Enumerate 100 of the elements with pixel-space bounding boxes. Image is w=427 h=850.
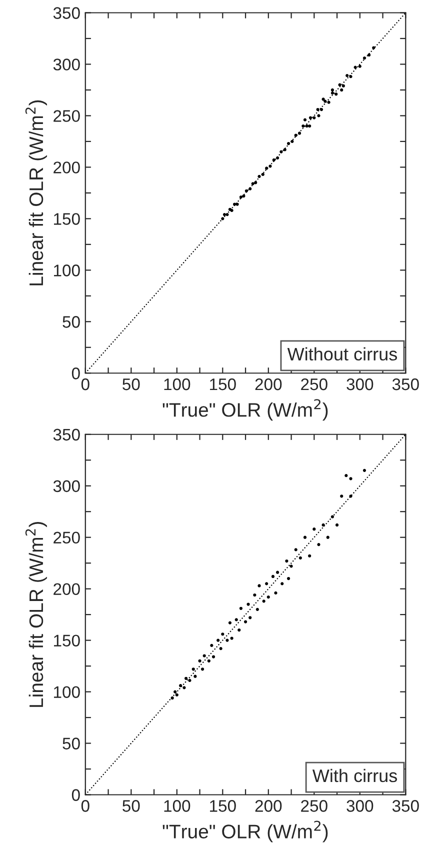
annotation: Without cirrus xyxy=(287,347,397,361)
x-tick-label: 0 xyxy=(81,378,90,390)
point xyxy=(276,156,280,160)
point xyxy=(258,174,261,178)
y-tick-label: 0 xyxy=(72,789,80,801)
point xyxy=(207,659,210,662)
y-tick-label: 0 xyxy=(72,368,80,380)
x-tick-label: 200 xyxy=(255,800,282,812)
point xyxy=(246,602,250,606)
point xyxy=(308,116,312,120)
point xyxy=(358,64,362,68)
point xyxy=(202,654,206,658)
x-tick-label: 250 xyxy=(301,800,328,812)
point xyxy=(179,684,182,688)
point xyxy=(324,100,327,103)
x-tick-label: 350 xyxy=(392,378,419,390)
x-tick-label: 50 xyxy=(122,800,140,812)
x-tick-label: 100 xyxy=(164,800,190,812)
point xyxy=(362,56,366,60)
point xyxy=(222,213,226,216)
y-tick-label: 150 xyxy=(54,213,80,225)
point xyxy=(230,636,234,640)
point xyxy=(232,202,236,206)
point xyxy=(285,559,288,563)
point xyxy=(272,158,276,162)
y-tick-label: 250 xyxy=(54,532,80,544)
point xyxy=(330,92,334,95)
point xyxy=(349,477,352,480)
x-tick-label: 200 xyxy=(255,378,282,390)
point xyxy=(234,618,238,622)
point xyxy=(298,132,302,135)
y-tick-label: 100 xyxy=(54,264,80,276)
point xyxy=(265,166,268,170)
point xyxy=(342,84,345,88)
point xyxy=(242,194,246,198)
point xyxy=(266,596,270,599)
point xyxy=(271,574,275,578)
point xyxy=(170,696,174,700)
point xyxy=(280,582,284,586)
point xyxy=(308,124,312,128)
point xyxy=(254,181,258,184)
point xyxy=(253,593,256,597)
point xyxy=(338,83,342,86)
point xyxy=(330,515,334,518)
x-tick-label: 300 xyxy=(346,378,374,390)
y-tick-label: 350 xyxy=(53,7,80,19)
point xyxy=(244,189,248,192)
y-tick-label: 200 xyxy=(54,583,80,596)
point xyxy=(216,638,220,642)
point xyxy=(236,202,239,206)
point xyxy=(286,576,290,580)
point xyxy=(334,92,338,96)
point xyxy=(238,628,241,632)
y-tick-label: 350 xyxy=(53,428,80,441)
point xyxy=(294,134,298,137)
point xyxy=(262,600,266,603)
y-tick-label: 50 xyxy=(62,316,80,328)
point xyxy=(184,676,188,680)
point xyxy=(367,53,371,57)
point xyxy=(317,543,320,546)
point xyxy=(219,646,222,650)
point xyxy=(326,536,330,539)
point xyxy=(239,196,243,199)
y-tick-label: 100 xyxy=(54,686,80,698)
point xyxy=(283,148,286,152)
y-axis-title: Linear fit OLR (W/m$^{2}$) xyxy=(25,522,47,707)
annotation: With cirrus xyxy=(312,768,397,782)
point xyxy=(302,124,305,128)
y-tick-label: 300 xyxy=(53,480,80,492)
point xyxy=(372,46,376,50)
point xyxy=(280,150,283,154)
point xyxy=(244,620,248,624)
point xyxy=(274,591,278,594)
point xyxy=(226,638,229,642)
point xyxy=(200,668,204,671)
point xyxy=(265,582,268,586)
x-tick-label: 300 xyxy=(346,800,374,812)
x-tick-label: 50 xyxy=(122,378,140,390)
point xyxy=(322,98,325,101)
point xyxy=(316,108,320,112)
point xyxy=(192,668,195,671)
point xyxy=(261,172,264,176)
point xyxy=(258,584,261,588)
point xyxy=(344,474,348,478)
point xyxy=(256,608,259,611)
x-axis-title: "True" OLR (W/m$^{2}$) xyxy=(162,399,328,421)
point xyxy=(349,494,352,498)
point xyxy=(317,114,320,118)
x-tick-label: 250 xyxy=(301,378,328,390)
point xyxy=(298,556,302,560)
point xyxy=(188,678,192,682)
point xyxy=(340,494,344,498)
point xyxy=(290,564,293,568)
x-tick-label: 100 xyxy=(164,378,190,390)
point xyxy=(308,554,312,558)
point xyxy=(221,217,224,220)
point xyxy=(349,75,352,78)
point xyxy=(335,523,339,527)
point xyxy=(303,536,307,539)
point xyxy=(330,88,334,92)
